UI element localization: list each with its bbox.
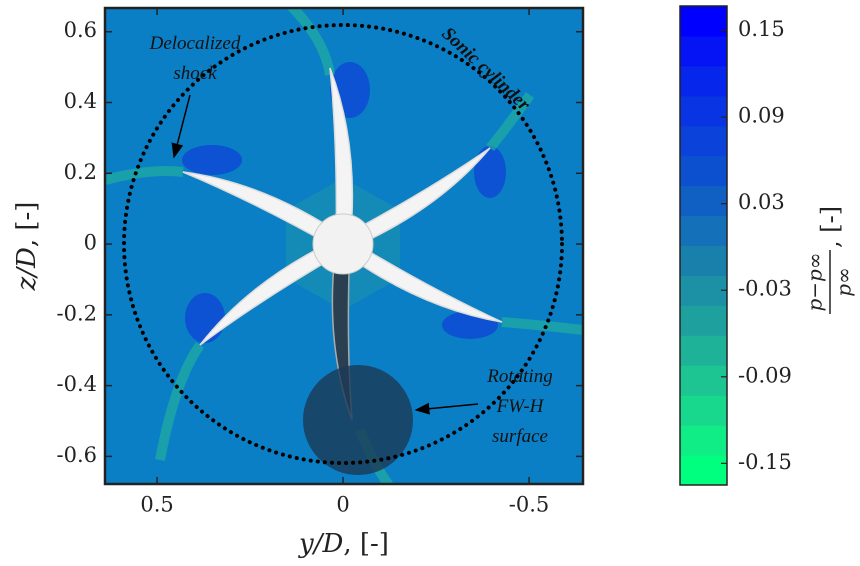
x-axis-unit: , [-] <box>343 529 389 559</box>
x-tick-label: 0.5 <box>140 493 173 517</box>
colorbar-band <box>680 275 727 305</box>
y-tick-label: 0.6 <box>64 18 97 42</box>
colorbar-tick-label: 0.15 <box>738 17 785 41</box>
fwh-annotation: Rotating FW-H surface <box>486 366 552 447</box>
colorbar-tick-label: 0.09 <box>738 104 785 128</box>
colorbar-tick-label: -0.09 <box>738 363 792 387</box>
y-axis-var: z/D <box>12 247 42 291</box>
y-axis-label: z/D, [-] <box>12 202 42 292</box>
colorbar-tick-label: 0.03 <box>738 190 785 214</box>
annotation-line: Delocalized <box>149 33 241 54</box>
y-tick-label: -0.2 <box>57 301 98 325</box>
colorbar-tick-label: -0.15 <box>738 450 792 474</box>
colorbar-label: p−p∞p∞ , [-] <box>803 206 856 314</box>
colorbar-band <box>680 455 727 485</box>
y-tick-label: -0.6 <box>57 443 98 467</box>
colorbar-band <box>680 305 727 335</box>
annotation-line: surface <box>492 426 548 447</box>
colorbar-band <box>680 66 727 96</box>
x-tick-label: 0 <box>336 493 349 517</box>
colorbar-label-unit: , [-] <box>817 206 845 248</box>
colorbar-band <box>680 6 727 36</box>
colorbar-band <box>680 425 727 455</box>
hub <box>313 214 373 274</box>
colorbar-band <box>680 216 727 246</box>
colorbar-label-numerator: p−p∞ <box>803 252 827 311</box>
fwh-surface <box>303 365 413 475</box>
y-tick-label: 0.2 <box>64 160 97 184</box>
y-tick-label: 0.4 <box>64 89 97 113</box>
y-tick-label: 0 <box>84 231 97 255</box>
colorbar-band <box>680 126 727 156</box>
x-axis-label: y/D, [-] <box>298 529 389 559</box>
colorbar-band <box>680 246 727 276</box>
colorbar-label-denominator: p∞ <box>832 267 856 296</box>
figure: 0.50-0.50.60.40.20-0.2-0.4-0.6y/D, [-]z/… <box>0 0 860 562</box>
colorbar-band <box>680 156 727 186</box>
x-tick-label: -0.5 <box>509 493 550 517</box>
colorbar-band <box>680 365 727 395</box>
y-axis-unit: , [-] <box>12 202 42 248</box>
colorbar-tick-label: -0.03 <box>738 277 792 301</box>
colorbar-band <box>680 186 727 216</box>
colorbar-band <box>680 335 727 365</box>
colorbar: 0.15 0.09 0.03 -0.03 -0.09 -0.15 p−p∞p∞ , [-] <box>680 6 856 486</box>
colorbar-band <box>680 395 727 425</box>
annotation-line: FW-H <box>496 396 545 417</box>
x-axis-var: y/D <box>298 529 343 559</box>
annotation-line: Rotating <box>486 366 552 387</box>
annotation-line: shock <box>173 63 217 84</box>
colorbar-band <box>680 36 727 66</box>
y-tick-label: -0.4 <box>57 372 98 396</box>
colorbar-band <box>680 96 727 126</box>
